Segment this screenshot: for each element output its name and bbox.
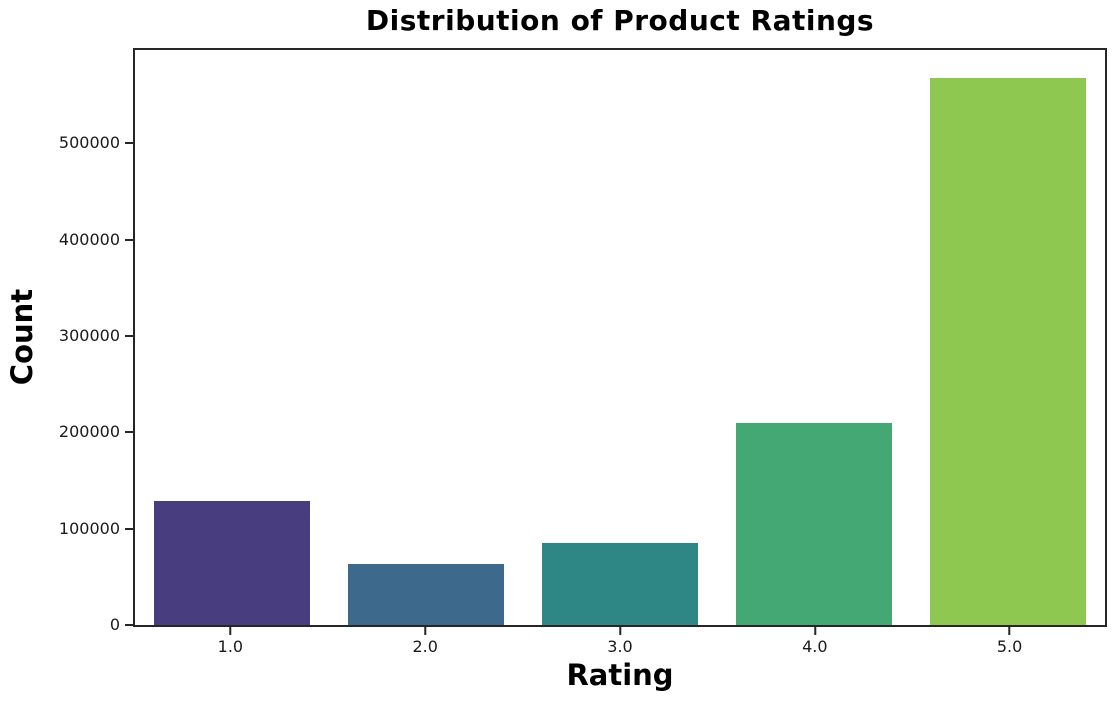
y-tick-label: 400000 — [58, 229, 120, 249]
x-axis-label: Rating — [566, 658, 674, 692]
x-tick-mark — [424, 627, 427, 635]
x-tick: 2.0 — [412, 627, 438, 656]
y-tick: 300000 — [0, 328, 133, 344]
y-tick: 200000 — [0, 424, 133, 440]
bar-rating-3.0 — [542, 543, 698, 625]
x-tick-mark — [229, 627, 232, 635]
x-tick-mark — [618, 627, 621, 635]
x-tick: 3.0 — [607, 627, 633, 656]
y-tick-mark — [125, 624, 133, 626]
x-tick: 5.0 — [997, 627, 1022, 655]
y-tick-mark — [125, 431, 133, 434]
y-tick-label: 300000 — [58, 326, 120, 346]
bars-container — [135, 50, 1105, 625]
bar-rating-5.0 — [930, 77, 1086, 625]
x-tick: 4.0 — [802, 627, 828, 656]
y-axis-ticks: 0 100000 200000 300000 400000 500000 — [0, 50, 133, 633]
y-tick-mark — [125, 527, 133, 530]
y-tick-label: 500000 — [58, 133, 120, 153]
y-tick-mark — [125, 142, 133, 145]
y-tick-mark — [125, 238, 133, 241]
x-tick-mark — [1008, 627, 1011, 635]
y-tick-label: 100000 — [58, 518, 120, 538]
y-tick-label: 200000 — [58, 422, 120, 442]
y-tick: 500000 — [0, 135, 133, 151]
plot-area — [133, 48, 1107, 627]
x-axis-ticks: 1.0 2.0 3.0 4.0 5.0 — [133, 627, 1107, 657]
x-tick: 1.0 — [218, 627, 243, 655]
x-tick-label: 5.0 — [996, 637, 1023, 656]
x-tick-label: 2.0 — [412, 637, 438, 656]
y-tick: 400000 — [0, 229, 133, 249]
x-tick-label: 1.0 — [217, 637, 244, 656]
y-tick: 100000 — [0, 518, 133, 538]
bar-rating-2.0 — [348, 564, 504, 625]
chart-title: Distribution of Product Ratings — [365, 4, 875, 37]
y-tick-mark — [125, 335, 133, 338]
y-tick: 0 — [0, 617, 133, 633]
x-tick-label: 4.0 — [802, 637, 828, 656]
x-tick-mark — [813, 627, 816, 635]
x-tick-label: 3.0 — [607, 637, 633, 656]
y-tick-label: 0 — [109, 615, 120, 634]
bar-rating-1.0 — [154, 500, 310, 625]
bar-rating-4.0 — [736, 422, 892, 625]
